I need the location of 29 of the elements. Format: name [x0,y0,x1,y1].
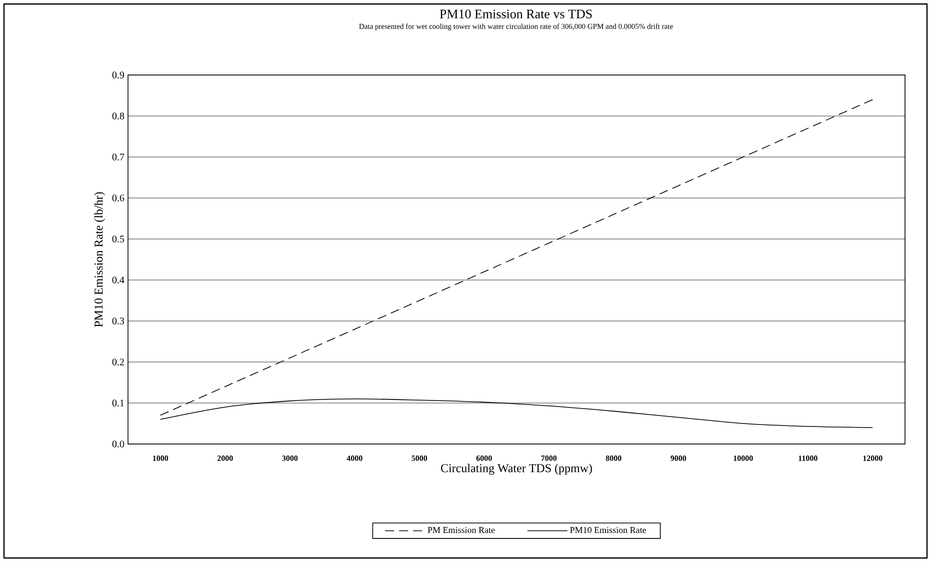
y-tick-label: 0.1 [112,400,124,406]
chart-title: PM10 Emission Rate vs TDS [440,10,592,18]
y-tick-label: 0.7 [112,154,124,160]
legend-label: PM10 Emission Rate [570,526,646,534]
x-tick-label: 1000 [153,456,168,461]
line-series [160,398,874,428]
y-tick-label: 0.3 [112,318,124,324]
x-tick-label: 4000 [346,456,362,461]
y-tick-label: 0.6 [112,194,124,202]
legend-label: PM Emission Rate [428,526,495,534]
y-tick-label: 0.0 [112,440,124,448]
line-series [160,99,874,416]
x-tick-label: 12000 [863,456,882,461]
x-axis-title: Circulating Water TDS (ppmw) [440,464,592,475]
y-tick-label: 0.4 [112,276,124,284]
x-tick-label: 9000 [670,456,686,461]
y-tick-label: 0.9 [112,72,124,78]
y-tick-label: 0.2 [112,358,124,366]
x-tick-label: 8000 [606,456,622,461]
y-tick-label: 0.8 [112,112,124,120]
x-tick-label: 7000 [541,456,557,461]
y-axis-title: PM10 Emission Rate (lb/hr) [94,192,106,327]
x-tick-label: 6000 [476,456,492,461]
x-tick-label: 2000 [217,456,233,461]
x-tick-label: 10000 [734,456,753,461]
x-tick-label: 5000 [412,456,428,461]
x-tick-label: 3000 [282,456,298,461]
x-tick-label: 11000 [798,456,818,461]
y-tick-label: 0.5 [112,236,124,242]
